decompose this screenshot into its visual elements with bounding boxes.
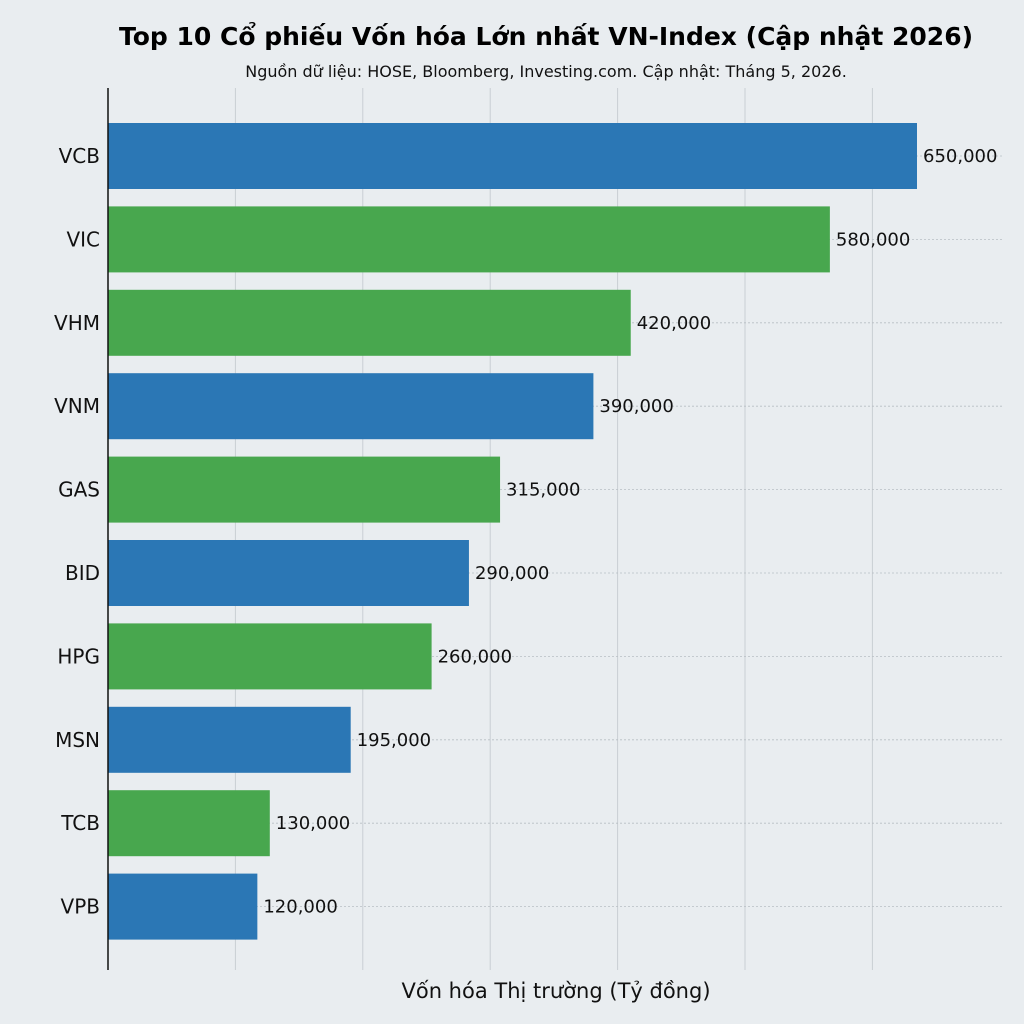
bar-gas (108, 456, 501, 523)
bar-vnm (108, 373, 594, 440)
y-tick-label: VNM (54, 394, 100, 418)
x-axis-label: Vốn hóa Thị trường (Tỷ đồng) (401, 979, 710, 1003)
y-tick-label: GAS (58, 478, 100, 502)
bar-bid (108, 540, 469, 606)
data-label: 130,000 (276, 813, 350, 834)
bar-tcb (108, 790, 270, 857)
data-label: 315,000 (506, 480, 580, 501)
y-tick-label: HPG (57, 644, 100, 668)
data-label: 390,000 (599, 396, 673, 417)
y-tick-label: TCB (60, 811, 100, 835)
y-tick-label: VCB (59, 144, 100, 168)
data-label: 120,000 (263, 897, 337, 918)
y-tick-label: BID (65, 561, 100, 585)
bar-vpb (108, 873, 258, 940)
bar-hpg (108, 623, 432, 690)
bar-vhm (108, 289, 631, 356)
chart-subtitle: Nguồn dữ liệu: HOSE, Bloomberg, Investin… (245, 62, 847, 81)
labels: VCB 650,000 VIC 580,000 VHM 420,000 VNM 390,000… (54, 144, 997, 919)
bar-msn (108, 706, 351, 773)
y-tick-label: VPB (61, 895, 100, 919)
bar-vcb (108, 123, 917, 189)
y-tick-label: VHM (54, 311, 100, 335)
data-label: 290,000 (475, 563, 549, 584)
y-tick-label: MSN (55, 728, 100, 752)
bars (108, 123, 917, 940)
data-label: 260,000 (438, 646, 512, 667)
data-label: 195,000 (357, 730, 431, 751)
y-tick-label: VIC (66, 227, 100, 251)
chart-title: Top 10 Cổ phiếu Vốn hóa Lớn nhất VN-Inde… (119, 21, 973, 51)
data-label: 420,000 (637, 313, 711, 334)
bar-vic (108, 206, 830, 273)
data-label: 580,000 (836, 229, 910, 250)
data-label: 650,000 (923, 146, 997, 167)
